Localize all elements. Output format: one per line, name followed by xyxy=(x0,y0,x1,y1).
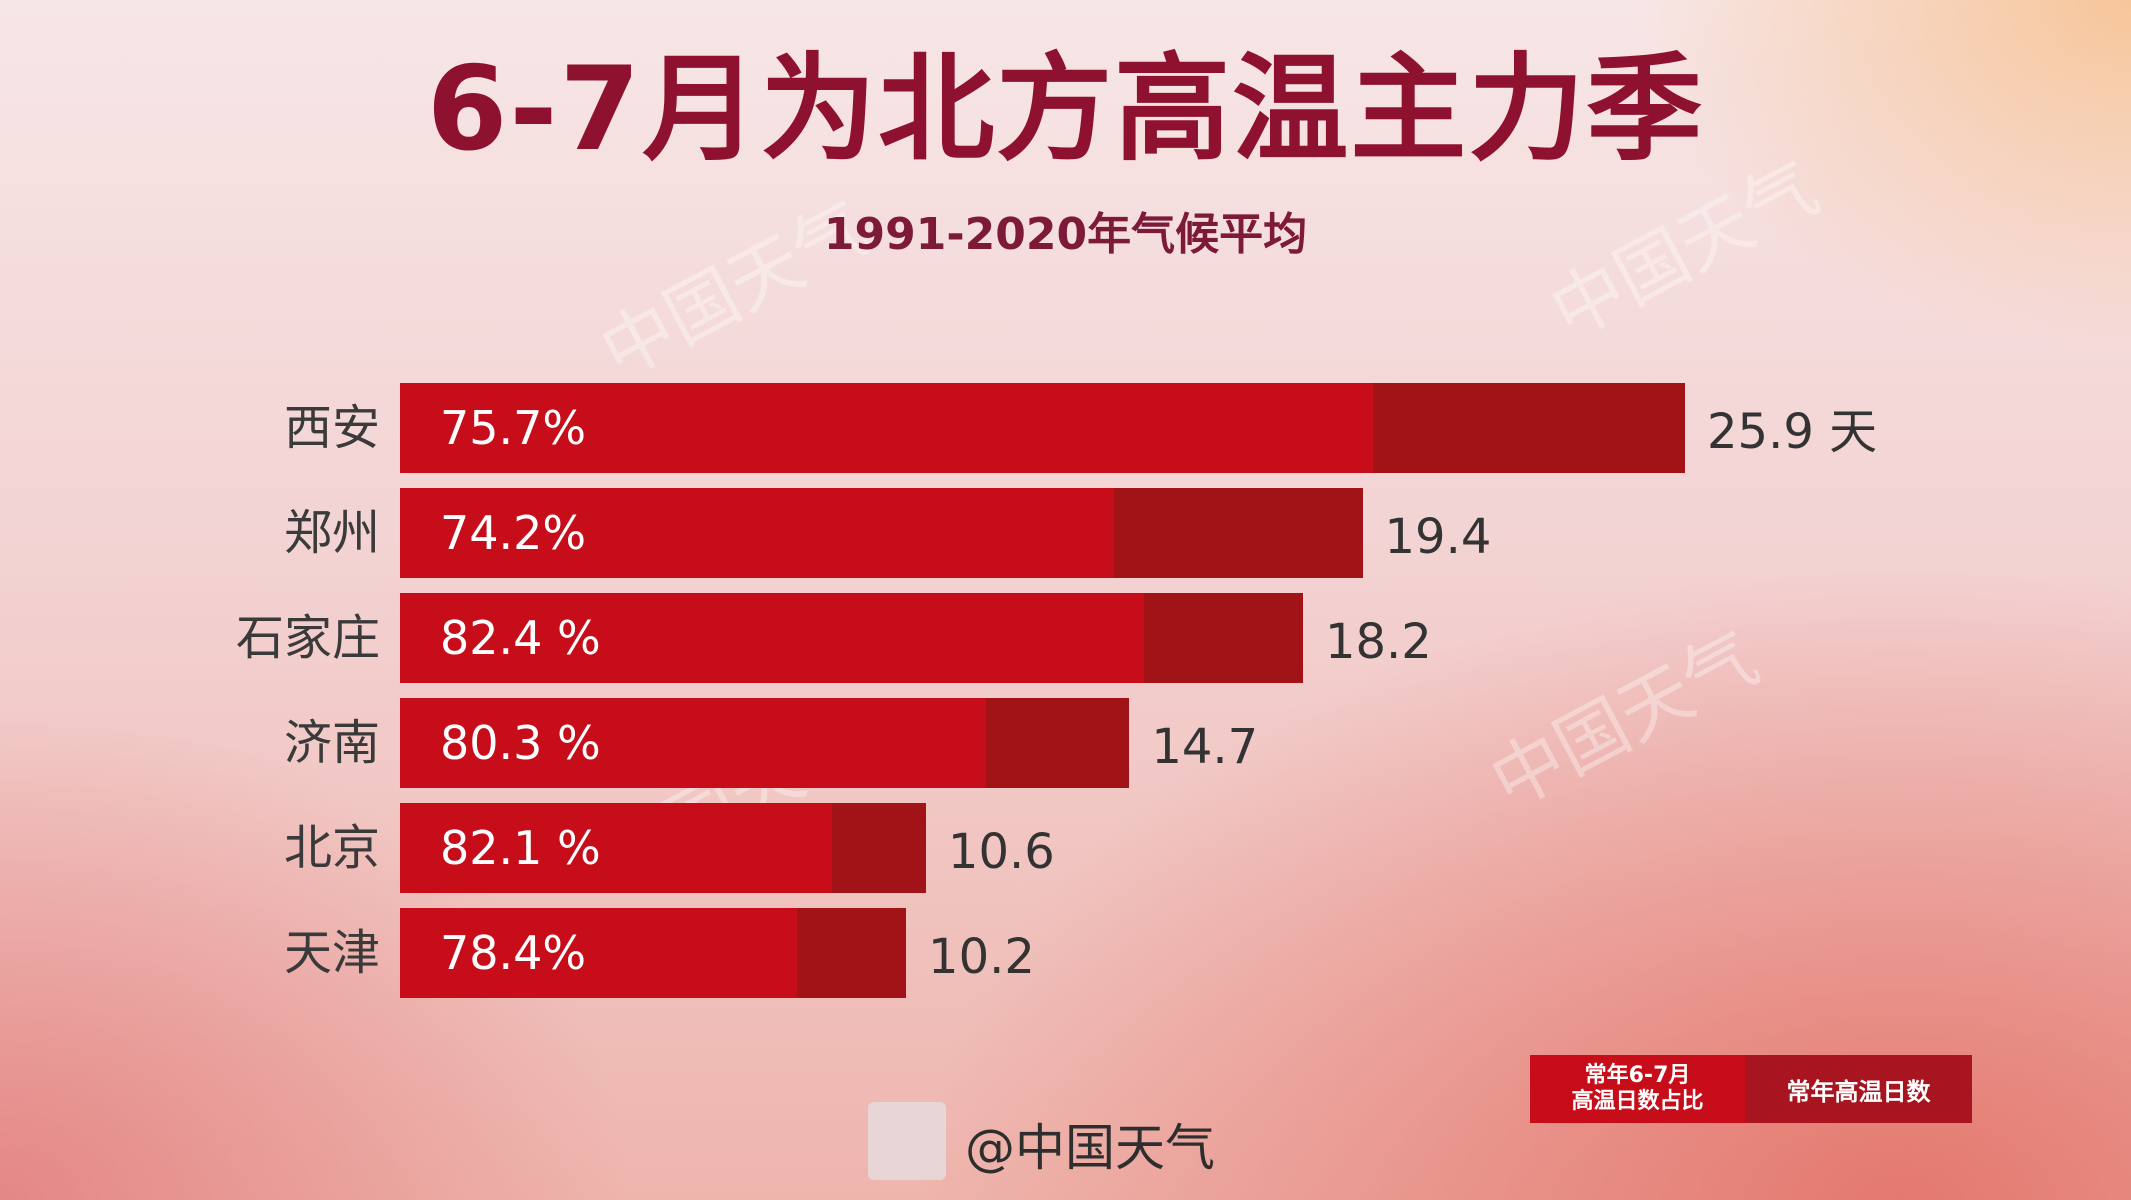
chart-title: 6-7月为北方高温主力季 xyxy=(426,42,1705,177)
days-data-label: 18.2 xyxy=(1324,614,1432,670)
percent-data-label: 80.3 % xyxy=(440,716,601,770)
days-data-label: 10.2 xyxy=(928,929,1035,985)
days-data-label: 25.9 天 xyxy=(1707,404,1878,460)
bar-share-june-july xyxy=(400,383,1373,473)
legend-share-line2: 高温日数占比 xyxy=(1571,1089,1704,1114)
bar-share-june-july xyxy=(400,908,797,998)
bar-share-june-july xyxy=(400,593,1145,683)
avatar xyxy=(868,1102,946,1180)
category-label: 济南 xyxy=(283,715,380,771)
legend: 常年6-7月 高温日数占比 常年高温日数 xyxy=(1530,1055,1972,1123)
legend-total-label: 常年高温日数 xyxy=(1786,1077,1931,1106)
category-label: 北京 xyxy=(283,820,380,876)
credit-text: @中国天气 xyxy=(965,1119,1215,1177)
legend-item-share: 常年6-7月 高温日数占比 xyxy=(1530,1055,1745,1123)
bar-share-june-july xyxy=(400,698,986,788)
days-data-label: 19.4 xyxy=(1384,509,1492,565)
days-data-label: 14.7 xyxy=(1151,719,1259,775)
bar-share-june-july xyxy=(400,803,832,893)
chart-subtitle: 1991-2020年气候平均 xyxy=(823,209,1308,260)
percent-data-label: 78.4% xyxy=(440,926,587,980)
category-label: 西安 xyxy=(283,400,380,456)
percent-data-label: 75.7% xyxy=(440,401,587,455)
days-data-label: 10.6 xyxy=(947,824,1055,880)
percent-data-label: 82.1 % xyxy=(440,821,601,875)
category-label: 天津 xyxy=(283,925,380,981)
bar-share-june-july xyxy=(400,488,1115,578)
legend-item-total: 常年高温日数 xyxy=(1745,1055,1972,1123)
legend-share-line1: 常年6-7月 xyxy=(1584,1063,1691,1088)
category-label: 郑州 xyxy=(283,505,380,561)
category-label: 石家庄 xyxy=(235,610,380,666)
percent-data-label: 74.2% xyxy=(440,506,587,560)
percent-data-label: 82.4 % xyxy=(440,611,601,665)
